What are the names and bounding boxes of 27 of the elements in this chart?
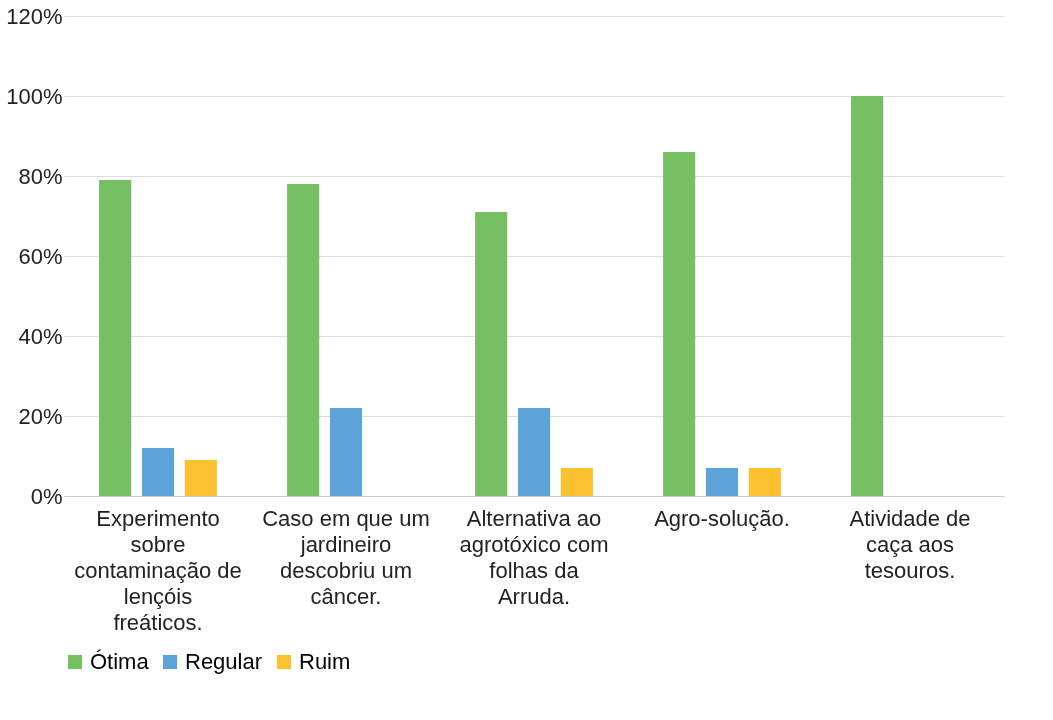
x-tick-label: Agro-solução. <box>654 505 790 531</box>
bar <box>329 408 363 496</box>
y-tick-label: 80% <box>18 163 63 189</box>
y-tick-label: 60% <box>18 243 63 269</box>
legend-label: Ótima <box>90 649 150 674</box>
bar <box>748 468 781 496</box>
bar <box>141 448 175 496</box>
y-tick-label: 100% <box>6 83 63 109</box>
bar <box>475 212 508 496</box>
bar <box>560 468 593 496</box>
bar <box>851 96 884 496</box>
x-tick-label: Experimento sobre contaminação de lençóis freáticos. <box>74 505 242 635</box>
legend-label: Regular <box>185 649 263 674</box>
y-tick-label: 40% <box>18 323 63 349</box>
bar <box>663 152 696 496</box>
legend-label: Ruim <box>299 649 351 674</box>
bar <box>99 180 132 496</box>
bar <box>705 468 739 496</box>
y-tick-label: 20% <box>18 403 63 429</box>
x-tick-label: Caso em que um jardineiro descobriu um câncer. <box>262 505 430 609</box>
y-tick-label: 0% <box>30 483 63 509</box>
bar <box>184 460 217 496</box>
x-tick-label: Atividade de caça aos tesouros. <box>849 505 971 583</box>
bar <box>517 408 551 496</box>
bar <box>287 184 320 496</box>
y-tick-label: 120% <box>6 3 63 29</box>
x-tick-label: Alternativa ao agrotóxico com folhas da Arruda. <box>459 505 609 609</box>
